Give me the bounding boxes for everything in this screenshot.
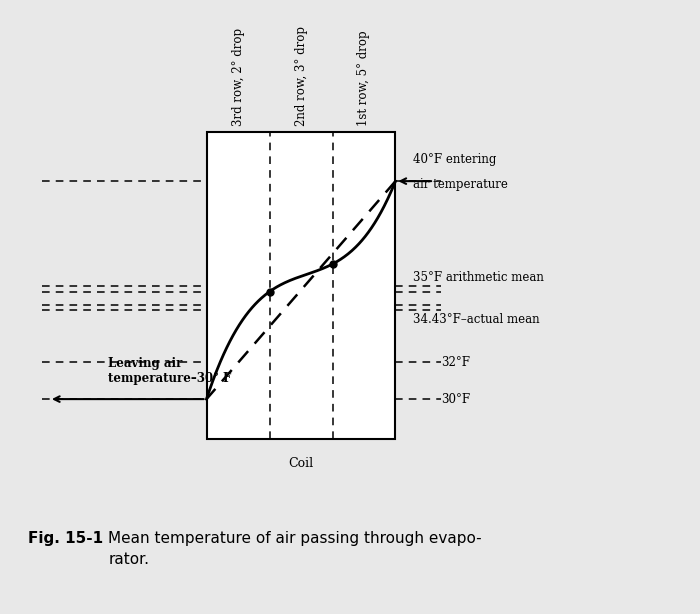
Text: Coil: Coil bbox=[288, 457, 314, 470]
Text: 35°F arithmetic mean: 35°F arithmetic mean bbox=[413, 271, 544, 284]
Text: 30°F: 30°F bbox=[441, 392, 470, 406]
Text: 2nd row, 3° drop: 2nd row, 3° drop bbox=[295, 26, 307, 126]
Text: 3rd row, 2° drop: 3rd row, 2° drop bbox=[232, 28, 244, 126]
Text: air temperature: air temperature bbox=[413, 178, 508, 191]
Text: Mean temperature of air passing through evapo-
rator.: Mean temperature of air passing through … bbox=[108, 531, 482, 567]
Text: 32°F: 32°F bbox=[441, 356, 470, 369]
Text: Leaving air
temperature–30° F: Leaving air temperature–30° F bbox=[108, 357, 232, 386]
Text: 1st row, 5° drop: 1st row, 5° drop bbox=[358, 30, 370, 126]
Text: 40°F entering: 40°F entering bbox=[413, 153, 496, 166]
Text: 34.43°F–actual mean: 34.43°F–actual mean bbox=[413, 313, 540, 326]
Text: Fig. 15-1: Fig. 15-1 bbox=[28, 531, 103, 546]
FancyBboxPatch shape bbox=[206, 132, 396, 439]
